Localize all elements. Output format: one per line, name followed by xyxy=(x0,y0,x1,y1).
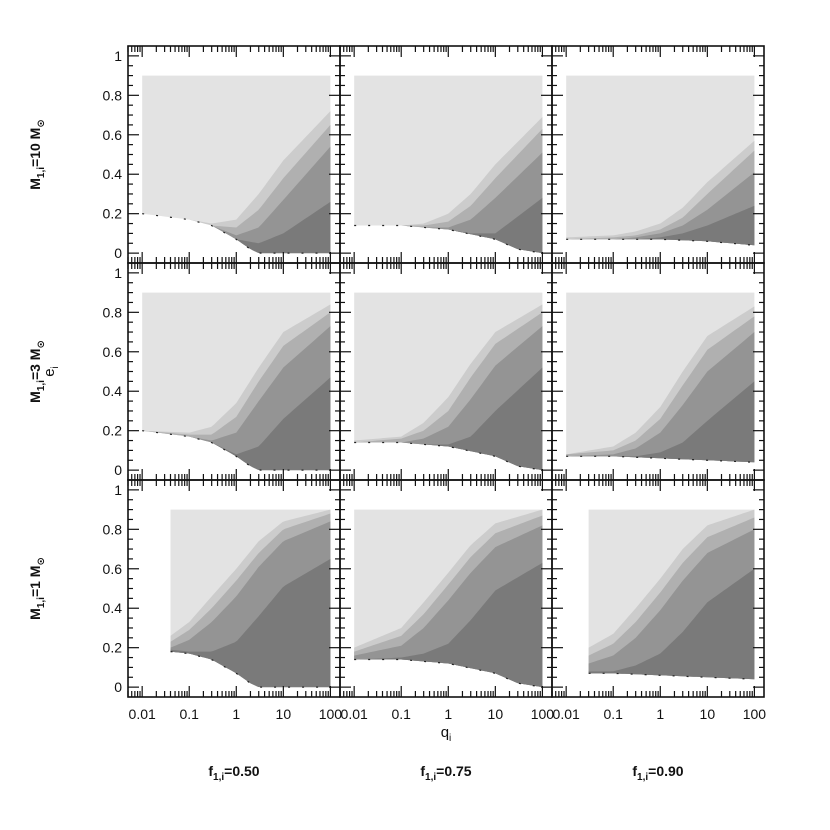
y-ticks xyxy=(128,272,340,471)
svg-text:M1,i=3 M⊙: M1,i=3 M⊙ xyxy=(27,340,47,403)
x-tick-label: 10 xyxy=(276,706,292,722)
y-tick-label: 0.4 xyxy=(103,166,123,182)
x-ticks xyxy=(339,263,543,480)
y-tick-label: 0.2 xyxy=(103,423,123,439)
y-tick-label: 0.4 xyxy=(103,383,123,399)
row-label-2: M1,i=1 M⊙ xyxy=(27,557,47,620)
x-ticks xyxy=(127,480,331,697)
lower-boundary-curve xyxy=(170,651,331,688)
y-ticks xyxy=(128,55,340,254)
region-band-4 xyxy=(170,558,331,688)
y-ticks xyxy=(340,55,552,254)
svg-text:ei: ei xyxy=(41,366,61,377)
x-tick-label: 0.01 xyxy=(341,706,368,722)
panel-grid: 00.20.40.60.8100.20.40.60.8100.20.40.60.… xyxy=(103,45,767,722)
x-tick-label: 1 xyxy=(656,706,664,722)
region-band-4 xyxy=(354,197,543,254)
lower-boundary-curve xyxy=(142,213,331,254)
panel-r2-c2: 0.01 0.1 1 10 100 xyxy=(551,479,767,722)
x-tick-label: 1 xyxy=(232,706,240,722)
y-tick-label: 0.8 xyxy=(103,87,123,103)
x-tick-label: 0.1 xyxy=(179,706,199,722)
y-tick-label: 0.2 xyxy=(103,640,123,656)
svg-text:M1,i=10 M⊙: M1,i=10 M⊙ xyxy=(27,119,47,190)
y-axis-label: ei xyxy=(41,366,61,377)
y-tick-label: 1 xyxy=(114,482,122,498)
x-tick-label: 0.01 xyxy=(129,706,156,722)
x-tick-label: 100 xyxy=(319,706,343,722)
col-label-0: f1,i=0.50 xyxy=(208,763,259,783)
y-tick-label: 0.6 xyxy=(103,127,123,143)
x-ticks xyxy=(127,263,331,480)
panel-r2-c1: 0.01 0.1 1 10 100 xyxy=(339,479,555,722)
region-band-4 xyxy=(354,367,543,471)
y-ticks xyxy=(340,272,552,471)
region-band-4 xyxy=(354,562,543,688)
row-label-0: M1,i=10 M⊙ xyxy=(27,119,47,190)
region-band-3 xyxy=(142,146,331,254)
x-tick-label: 100 xyxy=(743,706,767,722)
x-tick-label: 0.01 xyxy=(553,706,580,722)
panel-r1-c0: 0 0.2 0.4 0.6 0.8 1 xyxy=(103,262,341,481)
x-ticks xyxy=(339,480,543,697)
col-label-1: f1,i=0.75 xyxy=(420,763,471,783)
panel-r0-c0: 0 0.2 0.4 0.6 0.8 1 xyxy=(103,45,341,264)
y-tick-label: 0.8 xyxy=(103,304,123,320)
region-band-4 xyxy=(142,377,331,471)
x-tick-label: 1 xyxy=(444,706,452,722)
y-ticks xyxy=(552,489,764,688)
region-band-4 xyxy=(588,568,755,680)
region-band-4 xyxy=(566,381,755,463)
x-ticks xyxy=(551,480,755,697)
panel-r1-c1 xyxy=(339,262,553,481)
x-ticks xyxy=(339,46,543,263)
region-band-4 xyxy=(142,201,331,254)
panel-r0-c2 xyxy=(551,45,765,264)
x-tick-label: 0.1 xyxy=(603,706,623,722)
lower-boundary-curve xyxy=(142,430,331,471)
y-tick-label: 0.8 xyxy=(103,521,123,537)
x-tick-label: 10 xyxy=(488,706,504,722)
y-ticks xyxy=(340,489,552,688)
panel-r1-c2 xyxy=(551,262,765,481)
panel-r0-c1 xyxy=(339,45,553,264)
y-tick-label: 0 xyxy=(114,462,122,478)
y-tick-label: 0 xyxy=(114,245,122,261)
col-label-2: f1,i=0.90 xyxy=(632,763,683,783)
x-ticks xyxy=(127,46,331,263)
y-tick-label: 0.4 xyxy=(103,600,123,616)
y-ticks xyxy=(128,489,340,688)
y-ticks xyxy=(552,272,764,471)
y-tick-label: 1 xyxy=(114,265,122,281)
figure-labels: qi ei M1,i=10 M⊙ M1,i=3 M⊙ M1,i=1 M⊙ f1,i=0.5… xyxy=(27,119,684,783)
x-tick-label: 100 xyxy=(531,706,555,722)
y-tick-label: 0 xyxy=(114,679,122,695)
x-ticks xyxy=(551,263,755,480)
svg-text:M1,i=1 M⊙: M1,i=1 M⊙ xyxy=(27,557,47,620)
y-tick-label: 1 xyxy=(114,48,122,64)
x-ticks xyxy=(551,46,755,263)
y-tick-label: 0.6 xyxy=(103,344,123,360)
region-band-3 xyxy=(354,152,543,254)
y-tick-label: 0.2 xyxy=(103,206,123,222)
region-band-4 xyxy=(566,205,755,246)
x-tick-label: 0.1 xyxy=(391,706,411,722)
y-tick-label: 0.6 xyxy=(103,561,123,577)
panel-r2-c0: 0 0.2 0.4 0.6 0.8 1 0.01 0.1 1 10 100 xyxy=(103,479,343,722)
row-label-1: M1,i=3 M⊙ xyxy=(27,340,47,403)
x-axis-label: qi xyxy=(441,724,452,744)
x-tick-label: 10 xyxy=(700,706,716,722)
y-ticks xyxy=(552,55,764,254)
